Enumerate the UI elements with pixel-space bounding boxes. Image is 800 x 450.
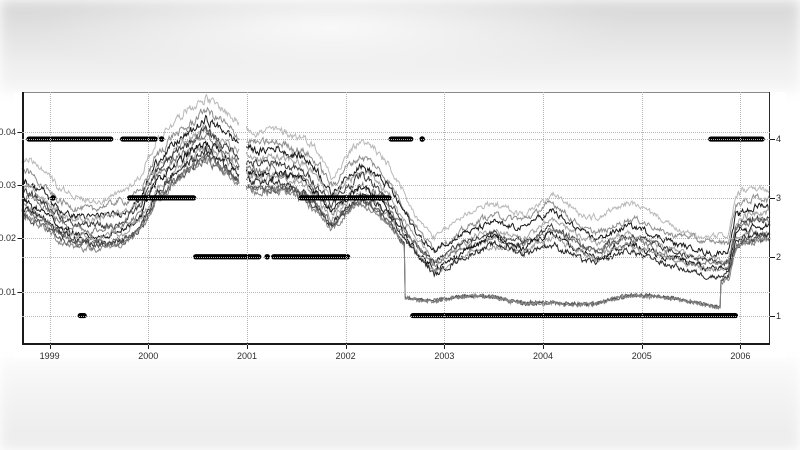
timeseries-line (22, 126, 239, 230)
gridline-horizontal-left (22, 185, 770, 187)
gridline-horizontal-left (22, 238, 770, 240)
x-tick-mark (444, 345, 446, 349)
gridline-vertical (49, 92, 51, 345)
timeseries-line (246, 126, 770, 239)
plot-area: 1999 2000 2001 2002 2003 2004 2005 2006 0.01 0.0… (0, 92, 781, 361)
gridline-vertical (148, 92, 150, 345)
timeseries-line (22, 156, 239, 252)
plot-frame-right (769, 92, 770, 345)
bottom-letterbox-gradient (0, 358, 800, 450)
timeseries-line (246, 171, 770, 273)
y-right-tick-mark (770, 197, 775, 199)
y-left-tick-label: 0.03 (0, 180, 22, 190)
x-tick-label: 2005 (632, 345, 652, 361)
y-left-tick-mark (17, 238, 22, 240)
figure-panel: 1999 2000 2001 2002 2003 2004 2005 2006 0.01 0.0… (0, 92, 786, 361)
x-tick-label: 2004 (533, 345, 553, 361)
regime-state-layer (26, 136, 765, 319)
y-right-tick-mark (770, 139, 775, 141)
timeseries-line (22, 95, 239, 205)
gridline-horizontal-right (22, 315, 770, 317)
y-left-tick-label: 0.04 (0, 127, 22, 137)
gridline-horizontal-left (22, 131, 770, 133)
plot-frame-top (22, 92, 770, 93)
x-tick-label: 2001 (237, 345, 257, 361)
timeseries-layer (22, 92, 770, 345)
x-tick-mark (543, 345, 545, 349)
x-tick-mark (49, 345, 51, 349)
top-letterbox-gradient (0, 0, 800, 92)
timeseries-line (246, 185, 770, 308)
y-right-tick-label: 1 (770, 311, 781, 321)
y-right-tick-mark (770, 315, 775, 317)
timeseries-line (22, 131, 239, 236)
y-left-tick-mark (17, 185, 22, 187)
timeseries-line (246, 138, 770, 253)
x-tick-label: 2002 (336, 345, 356, 361)
gridline-vertical (444, 92, 446, 345)
gridline-horizontal-right (22, 256, 770, 258)
x-tick-mark (246, 345, 248, 349)
gridline-horizontal-right (22, 197, 770, 199)
y-right-tick-label: 2 (770, 252, 781, 262)
gridline-vertical (740, 92, 742, 345)
y-right-tick-label: 4 (770, 134, 781, 144)
timeseries-line (246, 170, 770, 272)
timeseries-line (22, 141, 239, 239)
gridline-horizontal-left (22, 291, 770, 293)
x-tick-mark (641, 345, 643, 349)
plot-frame-left (22, 92, 24, 345)
y-left-tick-mark (17, 131, 22, 133)
x-tick-label: 2006 (730, 345, 750, 361)
timeseries-line (22, 153, 239, 249)
x-tick-label: 2000 (138, 345, 158, 361)
gridline-vertical (246, 92, 248, 345)
plot-frame-bottom (22, 343, 770, 345)
x-tick-mark (740, 345, 742, 349)
x-tick-label: 1999 (40, 345, 60, 361)
y-left-tick-label: 0.02 (0, 233, 22, 243)
y-left-tick-mark (17, 291, 22, 293)
gridline-horizontal-right (22, 139, 770, 141)
y-right-tick-label: 3 (770, 193, 781, 203)
gridline-vertical (543, 92, 545, 345)
x-tick-mark (148, 345, 150, 349)
gridline-vertical (345, 92, 347, 345)
x-tick-label: 2003 (434, 345, 454, 361)
y-right-tick-mark (770, 256, 775, 258)
timeseries-line (246, 152, 770, 263)
gridline-vertical (641, 92, 643, 345)
y-left-tick-label: 0.01 (0, 287, 22, 297)
x-tick-mark (345, 345, 347, 349)
